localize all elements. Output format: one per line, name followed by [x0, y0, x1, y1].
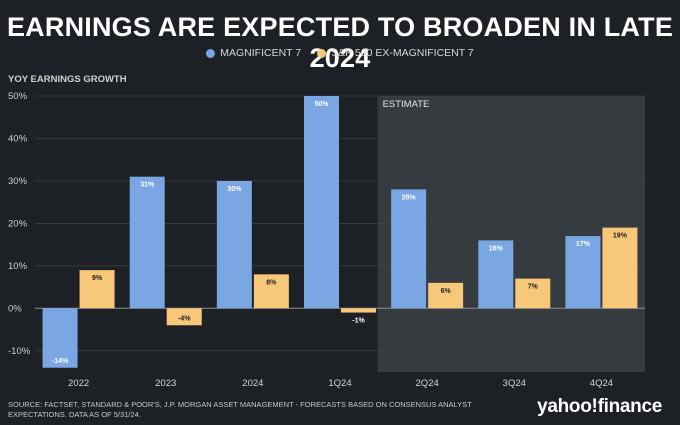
- legend-item-ex-magnificent-7: S&P 500 EX-MAGNIFICENT 7: [317, 47, 474, 59]
- legend-item-magnificent-7: MAGNIFICENT 7: [206, 47, 301, 59]
- yahoo-finance-logo: yahoo!finance: [537, 396, 662, 417]
- y-tick-label: 20%: [8, 218, 28, 229]
- x-tick-label: 2Q24: [416, 378, 439, 389]
- y-tick-label: 40%: [8, 133, 28, 144]
- data-label: 28%: [402, 194, 417, 201]
- x-tick-label: 2023: [155, 378, 176, 389]
- x-tick-label: 4Q24: [590, 378, 613, 389]
- data-label: -1%: [352, 318, 365, 325]
- x-tick-label: 1Q24: [328, 378, 351, 389]
- bar-ex-magnificent-7: [602, 227, 638, 309]
- chart-title: EARNINGS ARE EXPECTED TO BROADEN IN LATE…: [6, 12, 674, 73]
- data-label: 31%: [140, 182, 155, 189]
- y-axis-title: YOY EARNINGS GROWTH: [8, 74, 127, 85]
- legend-swatch-series2: [317, 48, 327, 58]
- data-label: 30%: [227, 186, 242, 193]
- data-label: -4%: [178, 315, 191, 322]
- data-label: 17%: [576, 241, 591, 248]
- bar-magnificent-7: [304, 96, 339, 309]
- y-tick-label: 50%: [8, 91, 28, 102]
- x-tick-label: 2024: [242, 378, 263, 389]
- data-label: 6%: [441, 288, 452, 295]
- bar-ex-magnificent-7: [515, 278, 551, 309]
- legend-label-series2: S&P 500 EX-MAGNIFICENT 7: [331, 47, 474, 59]
- data-label: 8%: [266, 279, 277, 286]
- bar-magnificent-7: [129, 176, 165, 309]
- bar-ex-magnificent-7: [428, 282, 464, 309]
- data-label: 50%: [314, 101, 329, 108]
- bar-ex-magnificent-7: [166, 308, 202, 326]
- data-label: 9%: [92, 275, 103, 282]
- x-tick-label: 2022: [68, 378, 89, 389]
- y-tick-label: 0%: [8, 303, 22, 314]
- bar-magnificent-7: [478, 240, 514, 309]
- data-label: -14%: [52, 358, 69, 365]
- data-label: 19%: [613, 233, 628, 240]
- bar-ex-magnificent-7: [341, 308, 376, 313]
- legend-swatch-series1: [206, 48, 216, 58]
- y-tick-label: 30%: [8, 176, 28, 187]
- source-note: SOURCE: FACTSET, STANDARD & POOR'S, J.P.…: [8, 400, 472, 419]
- bar-magnificent-7: [216, 180, 252, 309]
- legend: MAGNIFICENT 7 S&P 500 EX-MAGNIFICENT 7: [0, 47, 680, 59]
- data-label: 16%: [489, 245, 504, 252]
- bar-magnificent-7: [42, 308, 78, 368]
- y-tick-label: 10%: [8, 261, 28, 272]
- x-tick-label: 3Q24: [503, 378, 526, 389]
- bar-ex-magnificent-7: [253, 274, 289, 309]
- estimate-label: ESTIMATE: [383, 99, 430, 110]
- bar-magnificent-7: [565, 236, 601, 309]
- legend-label-series1: MAGNIFICENT 7: [220, 47, 302, 59]
- bar-ex-magnificent-7: [79, 270, 115, 309]
- data-label: 7%: [528, 284, 539, 291]
- y-tick-label: -10%: [8, 346, 31, 357]
- bar-magnificent-7: [391, 189, 427, 309]
